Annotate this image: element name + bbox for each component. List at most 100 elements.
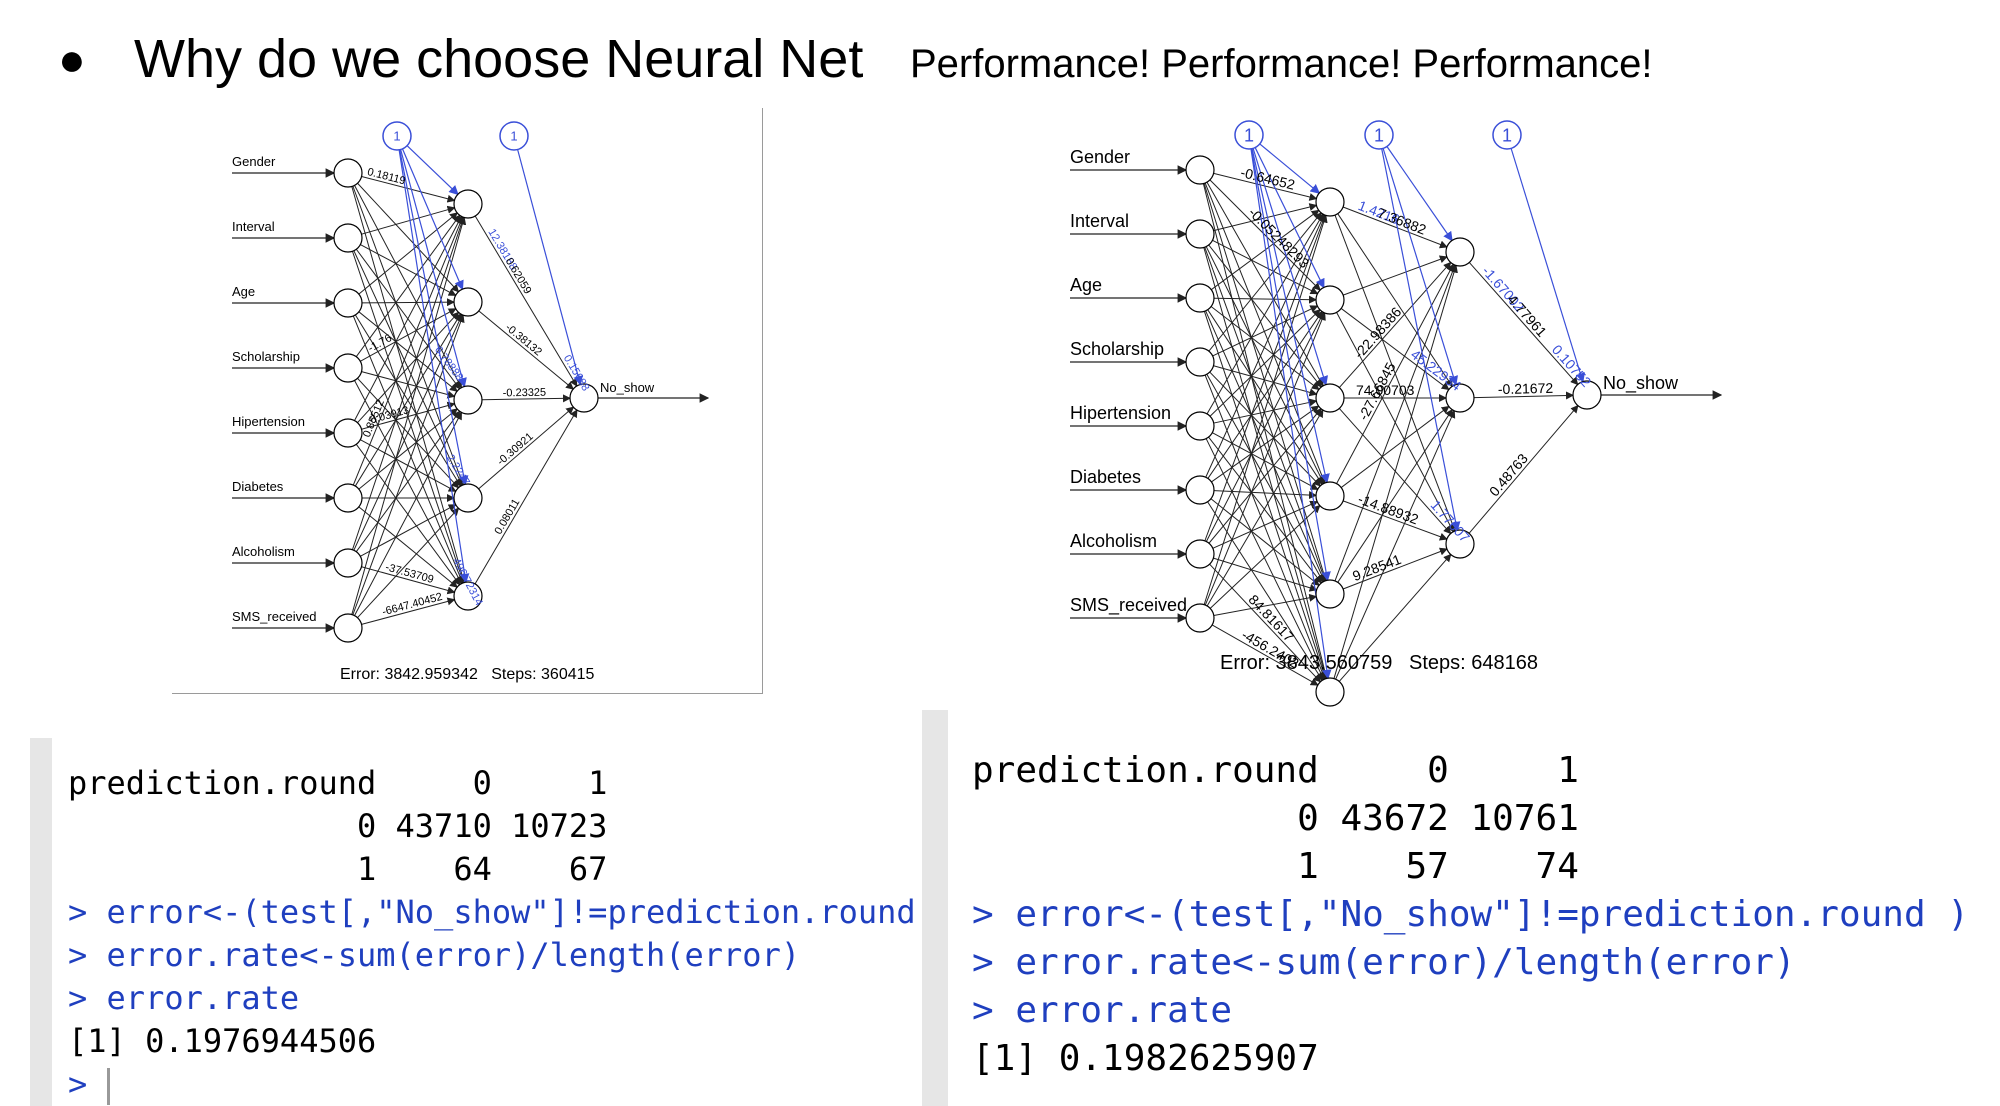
n1-node-l0-1 (333, 223, 363, 253)
n1-edge-l0-7-1 (352, 314, 465, 616)
n1-weight-label-13: -6647.40452 (381, 591, 444, 619)
console-output-line: [1] 0.1976944506 (68, 1022, 377, 1060)
net2-error-stats: Error: 3843.560759 Steps: 648168 (1220, 652, 1538, 675)
console-command-line: > error.rate<-sum(error)/length(error) (68, 936, 801, 974)
n1-weight-label-3: -0.38132 (503, 322, 544, 359)
n2-edge-l2-2-0 (1468, 404, 1579, 534)
net2-error-label: Error: 3843.560759 (1220, 652, 1393, 674)
n1-node-l1-1 (453, 287, 483, 317)
net1-steps-label: Steps: 360415 (491, 666, 595, 683)
n2-input-label-age: Age (1070, 275, 1102, 295)
console-2-gutter (922, 710, 948, 1106)
n1-edge-l0-6-4 (361, 566, 456, 595)
n2-bias-label-1: 1 (1374, 125, 1384, 145)
n2-node-l1-1 (1315, 285, 1345, 315)
n2-edge-l0-2-1 (1213, 295, 1318, 304)
n2-bias-label-2: 1 (1502, 125, 1512, 145)
n2-bias-edge-0-1 (1254, 147, 1325, 289)
n2-bias-node-1 (1364, 120, 1394, 150)
n1-bias-label-1: 1 (510, 129, 517, 144)
n2-node-l0-7 (1185, 603, 1215, 633)
n2-node-l0-5 (1185, 475, 1215, 505)
console-output-line: prediction.round 0 1 (68, 764, 608, 802)
n2-edge-l0-6-3 (1212, 500, 1319, 549)
console-output-line: 1 64 67 (68, 850, 608, 888)
n1-weight-label-1: 0.18119 (366, 166, 407, 187)
n2-edge-l1-5-0 (1333, 264, 1458, 679)
n2-edge-l0-2-4 (1205, 310, 1326, 583)
n1-edge-l0-0-0 (361, 176, 456, 203)
r-console-2[interactable]: prediction.round 0 1 0 43672 10761 1 57 … (922, 710, 1969, 1106)
n1-bias-node-1 (499, 121, 529, 151)
n1-input-label-alcoholism: Alcoholism (232, 544, 295, 559)
n2-edge-l0-3-2 (1213, 365, 1318, 397)
n1-bias-edge-1-0 (517, 149, 583, 386)
n2-weight-label-5: -0.21672 (1498, 380, 1554, 397)
n2-edge-l1-4-1 (1337, 408, 1453, 583)
n1-edge-l0-5-1 (354, 313, 462, 487)
n1-bias-edge-0-2 (400, 149, 467, 388)
net1-error-label: Error: 3842.959342 (340, 666, 478, 683)
n1-edge-l0-7-0 (351, 216, 467, 615)
n1-bias-node-0 (382, 121, 412, 151)
n2-node-l0-3 (1185, 347, 1215, 377)
n1-edge-l0-5-4 (358, 506, 458, 588)
console-command-line: > error<-(test[,"No_show"]!=prediction.r… (972, 894, 1969, 935)
n1-edge-l0-2-0 (358, 212, 458, 295)
n1-edge-l0-6-2 (355, 410, 461, 553)
n1-input-label-diabetes: Diabetes (232, 479, 284, 494)
n2-edge-l1-5-1 (1335, 409, 1456, 680)
text-cursor (106, 1067, 110, 1105)
n2-edge-l0-4-5 (1205, 438, 1325, 681)
n2-input-label-alcoholism: Alcoholism (1070, 531, 1157, 551)
n2-edge-l0-3-5 (1204, 374, 1327, 680)
console-command-line: > error.rate (972, 990, 1233, 1031)
n2-node-l0-1 (1185, 219, 1215, 249)
n2-edge-l0-7-5 (1211, 624, 1319, 686)
n1-bias-edge-0-3 (399, 149, 469, 486)
n2-node-l0-2 (1185, 283, 1215, 313)
n1-weight-label-5: -0.30921 (495, 431, 536, 468)
n2-edge-l2-1-0 (1473, 391, 1575, 400)
n1-edge-l1-2-0 (481, 394, 572, 403)
n2-bias-edge-1-1 (1382, 148, 1458, 386)
n1-edge-l0-3-0 (355, 214, 461, 357)
neural-net-diagram-2: 1 1 1 Gender Interval Age Scholarship Hipertens… (1040, 108, 1740, 707)
n1-node-l0-2 (333, 288, 363, 318)
n2-edge-l1-3-2 (1342, 500, 1448, 541)
n2-weight-label-7: 0.10752 (1549, 341, 1595, 390)
n2-edge-l0-2-3 (1207, 309, 1323, 486)
n2-node-l1-0 (1315, 187, 1345, 217)
console-output-line: 0 43672 10761 (972, 798, 1579, 839)
n2-bias-edge-1-2 (1381, 148, 1461, 532)
n2-node-l1-3 (1315, 481, 1345, 511)
n2-edge-l0-5-4 (1210, 498, 1320, 586)
n2-edge-l0-7-0 (1203, 214, 1328, 605)
n2-edge-l0-6-2 (1208, 407, 1322, 544)
n2-edge-l0-5-3 (1213, 490, 1318, 500)
n2-edge-l0-2-2 (1210, 306, 1320, 391)
n2-bias-edge-0-2 (1252, 148, 1328, 386)
console-command-line: > error.rate<-sum(error)/length(error) (972, 942, 1796, 983)
neural-net-diagram-1: 1 1 Gender Interval Age Scholarship Hipertensi… (172, 108, 763, 694)
n1-edge-l0-7-3 (357, 507, 460, 619)
n1-node-l0-5 (333, 483, 363, 513)
n2-edge-l0-3-0 (1208, 212, 1322, 352)
n2-weight-label-12: 9.28541 (1350, 551, 1403, 584)
console-output-line: 1 57 74 (972, 846, 1579, 887)
n2-edge-l0-0-3 (1204, 182, 1326, 484)
n1-node-l1-3 (453, 483, 483, 513)
neural-net-1-svg: 1 1 Gender Interval Age Scholarship Hipertensi… (232, 121, 710, 643)
n2-edge-l1-0-1 (1337, 213, 1453, 388)
n2-edge-l0-1-0 (1213, 203, 1318, 232)
n1-edge-l0-5-0 (352, 216, 464, 486)
n1-input-label-hipertension: Hipertension (232, 414, 305, 429)
r-console-1[interactable]: prediction.round 0 1 0 43710 10723 1 64 … (30, 738, 954, 1106)
n2-weight-label-10: 74.00703 (1356, 382, 1415, 398)
n2-weight-label-8: 45.22934 (1408, 346, 1464, 394)
n1-bias-edge-0-1 (401, 148, 464, 291)
n2-edge-l0-1-3 (1205, 246, 1325, 485)
n2-edge-l1-1-1 (1340, 308, 1450, 391)
n2-edge-l0-5-2 (1211, 405, 1320, 483)
n2-edge-l0-7-3 (1209, 504, 1321, 609)
